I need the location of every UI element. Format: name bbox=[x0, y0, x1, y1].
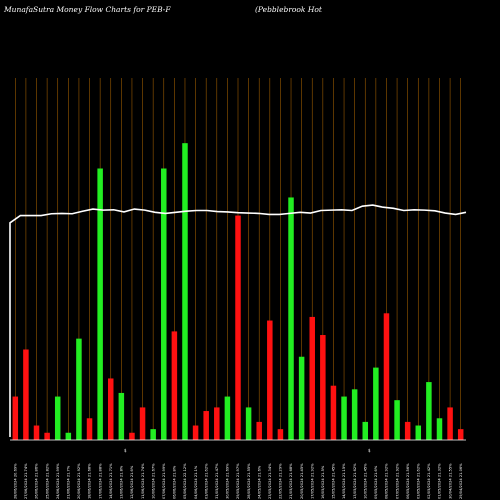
money-flow-bar bbox=[129, 432, 135, 440]
money-flow-bar bbox=[118, 392, 125, 440]
chart-title: MunafaSutra Money Flow Charts for PEB-F bbox=[3, 5, 171, 14]
x-tick-label: 02/05/2024 21.42% bbox=[427, 463, 431, 499]
money-flow-bar bbox=[341, 396, 347, 440]
x-tick-label: 28/06/2024 20.69% bbox=[14, 463, 18, 499]
money-flow-bar bbox=[267, 320, 273, 440]
money-flow-bar bbox=[161, 168, 167, 440]
price-line bbox=[9, 204, 467, 437]
x-tick-label: 21/05/2024 21.68% bbox=[289, 463, 293, 499]
x-tick-label: 25/06/2024 21.82% bbox=[45, 463, 49, 499]
money-flow-bar bbox=[171, 331, 178, 440]
money-flow-bars bbox=[12, 143, 464, 440]
money-flow-bar bbox=[404, 421, 411, 440]
money-flow-bar bbox=[383, 313, 390, 440]
money-flow-bar bbox=[192, 425, 199, 440]
x-tick-label: 14/06/2024 21.71% bbox=[109, 463, 113, 499]
money-flow-bar bbox=[373, 367, 379, 440]
money-flow-bar bbox=[351, 389, 358, 440]
x-tick-label: 13/06/2024 21.8% bbox=[120, 465, 124, 499]
money-flow-bar bbox=[97, 168, 103, 440]
money-flow-bar bbox=[54, 396, 61, 440]
x-tick-label: 20/06/2024 21.92% bbox=[77, 463, 81, 499]
x-tick-label: 30/04/2024 21.55% bbox=[448, 463, 452, 499]
x-tick-label: 07/05/2024 21.92% bbox=[395, 463, 399, 499]
x-tick-label: 30/05/2024 21.69% bbox=[226, 463, 230, 499]
money-flow-bar bbox=[298, 356, 305, 440]
x-tick-label: 18/06/2024 21.68% bbox=[88, 463, 92, 499]
x-tick-labels: 28/06/2024 20.69% 27/06/2024 21.74% 26/06/… bbox=[14, 463, 463, 499]
money-flow-bar bbox=[277, 429, 284, 440]
money-flow-bar bbox=[107, 378, 114, 440]
x-tick-label: 06/06/2024 21.8% bbox=[173, 465, 177, 499]
x-tick-label: 14/05/2024 21.15% bbox=[342, 463, 346, 499]
x-tick-label: 10/05/2024 21.45% bbox=[363, 463, 367, 499]
money-flow-bar bbox=[288, 197, 294, 440]
money-flow-bar bbox=[309, 316, 315, 440]
x-tick-label: 29/04/2024 21.06% bbox=[459, 463, 463, 499]
money-flow-bar bbox=[245, 407, 252, 440]
x-tick-label: 31/05/2024 21.47% bbox=[215, 463, 219, 499]
money-flow-bar bbox=[457, 429, 464, 440]
money-flow-bar bbox=[150, 429, 156, 440]
x-tick-label: 03/06/2024 21.62% bbox=[204, 463, 208, 499]
x-tick-label: 20/05/2024 21.45% bbox=[300, 463, 304, 499]
x-tick-label: 17/05/2024 21.92% bbox=[310, 463, 314, 499]
money-flow-bar bbox=[256, 421, 262, 440]
money-flow-bar bbox=[214, 407, 220, 440]
money-flow-bar bbox=[76, 338, 82, 440]
money-flow-bar bbox=[224, 396, 231, 440]
money-flow-bar bbox=[436, 418, 443, 440]
x-tick-label: 24/06/2024 21.99% bbox=[56, 463, 60, 499]
chart-subtitle: (Pebblebrook Hot bbox=[255, 5, 323, 14]
x-tick-label: 08/05/2024 21.92% bbox=[385, 463, 389, 499]
money-flow-bar bbox=[139, 407, 146, 440]
money-flow-bar bbox=[447, 407, 453, 440]
money-flow-bar bbox=[320, 335, 326, 440]
x-tick-label: 23/05/2024 21.34% bbox=[268, 463, 272, 499]
x-tick-label: 06/05/2024 21.56% bbox=[406, 463, 410, 499]
x-tick-label: 16/05/2024 21.5% bbox=[321, 465, 325, 499]
money-flow-bar bbox=[203, 411, 209, 440]
money-flow-bar bbox=[86, 418, 93, 440]
x-tick-label: 21/06/2024 21.7% bbox=[67, 465, 71, 499]
x-tick-label: 27/06/2024 21.74% bbox=[24, 463, 28, 499]
x-tick-label: 17/06/2024 21.88% bbox=[98, 463, 102, 499]
x-tick-label: 29/05/2024 21.97% bbox=[236, 463, 240, 499]
money-flow-bar bbox=[182, 143, 188, 440]
dollar-label-left: $ bbox=[124, 448, 127, 453]
money-flow-bar bbox=[426, 382, 432, 440]
x-tick-label: 03/05/2024 21.62% bbox=[416, 463, 420, 499]
price-line-layer bbox=[9, 204, 467, 437]
money-flow-bar bbox=[235, 215, 241, 440]
x-tick-label: 26/06/2024 21.86% bbox=[35, 463, 39, 499]
money-flow-bar bbox=[362, 421, 369, 440]
money-flow-bar bbox=[330, 385, 337, 440]
x-tick-label: 22/05/2024 21.29% bbox=[279, 463, 283, 499]
x-tick-label: 12/06/2024 21.6% bbox=[130, 465, 134, 499]
dollar-label-right: $ bbox=[368, 448, 371, 453]
x-tick-label: 15/05/2024 21.45% bbox=[332, 463, 336, 499]
money-flow-bar bbox=[415, 425, 422, 440]
money-flow-bar bbox=[23, 349, 29, 440]
money-flow-bar bbox=[65, 432, 72, 440]
x-tick-label: 07/06/2024 21.99% bbox=[162, 463, 166, 499]
x-tick-label: 10/06/2024 21.67% bbox=[151, 463, 155, 499]
money-flow-bar bbox=[44, 432, 50, 440]
x-tick-label: 04/06/2024 21.1% bbox=[194, 465, 198, 499]
x-tick-label: 11/06/2024 21.74% bbox=[141, 463, 145, 499]
x-tick-label: 13/05/2024 21.62% bbox=[353, 463, 357, 499]
x-tick-label: 09/05/2024 21.6% bbox=[374, 465, 378, 499]
x-tick-label: 01/05/2024 21.32% bbox=[438, 463, 442, 499]
money-flow-bar bbox=[33, 425, 40, 440]
money-flow-bar bbox=[394, 400, 400, 440]
x-tick-label: 24/05/2024 21.6% bbox=[257, 465, 261, 499]
x-tick-label: 28/05/2024 21.55% bbox=[247, 463, 251, 499]
money-flow-bar bbox=[12, 396, 19, 440]
x-tick-label: 05/06/2024 22.12% bbox=[183, 463, 187, 499]
